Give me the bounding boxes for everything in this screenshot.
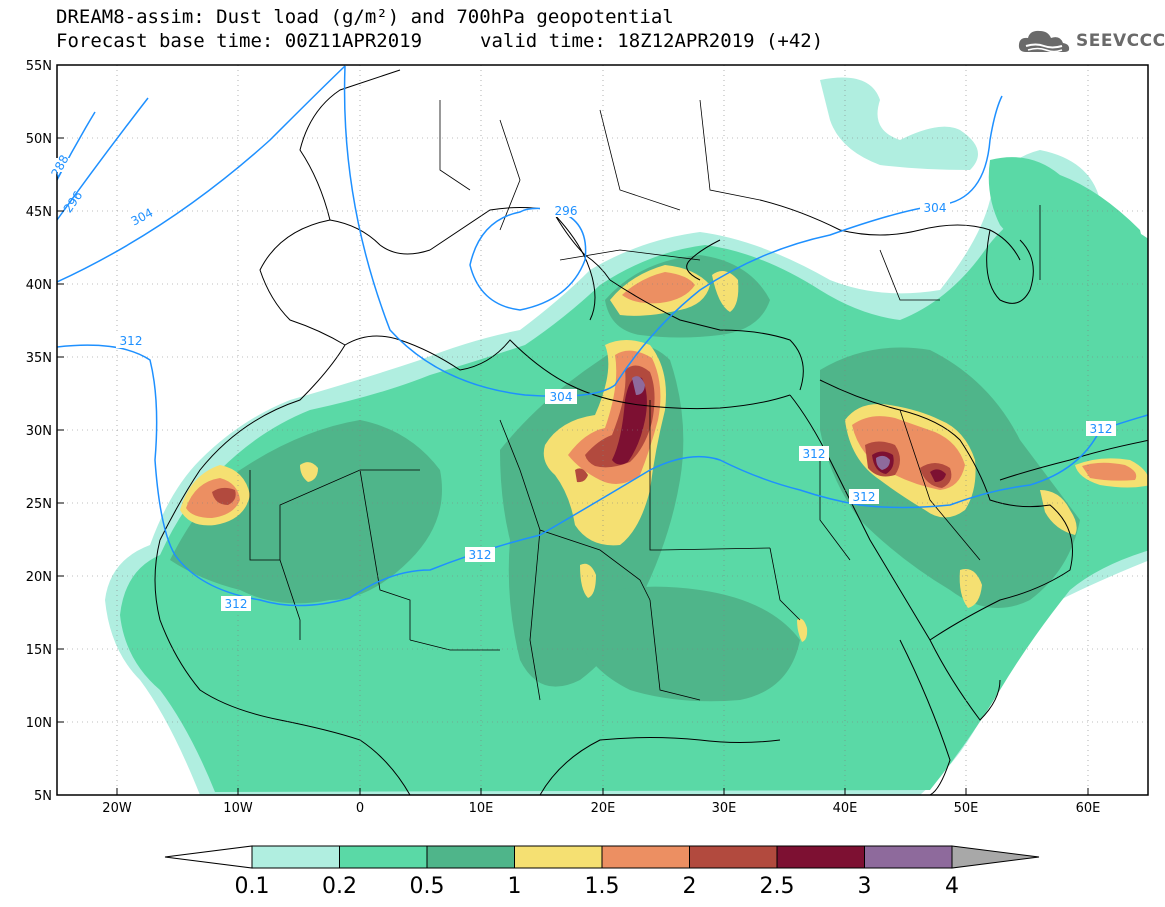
- colorbar-box: [251, 845, 340, 869]
- seevccc-logo: SEEVCCC: [1016, 26, 1165, 56]
- longitude-labels: 20W 10W 0 10E 20E 30E 40E 50E 60E: [102, 801, 1100, 816]
- colorbar-label: 4: [945, 874, 959, 899]
- dust-level-0.5-sahel: [580, 586, 800, 702]
- dust-level-1-small-1: [300, 462, 318, 482]
- colorbar-labels: 0.1 0.2 0.5 1 1.5 2 2.5 3 4: [235, 874, 960, 899]
- lon-label: 10E: [469, 801, 494, 816]
- graticule: [57, 65, 1148, 795]
- colorbar-box: [514, 845, 603, 869]
- dust-field: [105, 77, 1148, 795]
- forecast-base-time: Forecast base time: 00Z11APR2019: [56, 30, 423, 52]
- dust-level-1-yemen: [959, 569, 982, 608]
- lon-label: 40E: [833, 801, 858, 816]
- lat-label: 35N: [26, 351, 52, 366]
- axis-ticks: [57, 137, 1089, 795]
- contour-312-north: [57, 344, 1148, 607]
- dust-level-0.5-west: [170, 420, 442, 604]
- lon-label: 20E: [591, 801, 616, 816]
- dust-level-2-morocco: [212, 487, 236, 505]
- lon-label: 50E: [954, 801, 979, 816]
- lat-label: 20N: [26, 570, 52, 585]
- dust-level-1-greece-east: [712, 271, 739, 312]
- map-title: DREAM8-assim: Dust load (g/m²) and 700hP…: [56, 6, 674, 28]
- colorbar-label: 0.5: [410, 874, 445, 899]
- latitude-labels: 55N 50N 45N 40N 35N 30N 25N 20N 15N 10N …: [26, 59, 52, 804]
- colorbar-label: 1.5: [585, 874, 620, 899]
- contour-label: 312: [469, 548, 492, 562]
- contour-label: 296: [555, 204, 578, 218]
- lat-label: 5N: [34, 789, 52, 804]
- contour-288: [57, 111, 96, 181]
- lat-label: 25N: [26, 497, 52, 512]
- colorbar-label: 0.2: [322, 874, 357, 899]
- colorbar-over-triangle: [951, 845, 1040, 869]
- contour-label: 312: [120, 334, 143, 348]
- lon-label: 30E: [712, 801, 737, 816]
- lat-label: 45N: [26, 205, 52, 220]
- contour-label: 304: [924, 201, 947, 215]
- dust-level-0.2-caspian: [988, 157, 1148, 270]
- dust-level-2.5-kuwait: [930, 469, 946, 482]
- colorbar-box: [426, 845, 515, 869]
- lon-label: 20W: [102, 801, 132, 816]
- colorbar: 0.1 0.2 0.5 1 1.5 2 2.5 3 4: [164, 845, 1040, 899]
- colorbar-box: [864, 845, 953, 869]
- lon-label: 0: [356, 801, 364, 816]
- colorbar-box: [776, 845, 865, 869]
- contour-label: 312: [803, 447, 826, 461]
- cloud-logo-icon: [1018, 30, 1070, 53]
- colorbar-box: [689, 845, 778, 869]
- contour-304-west: [57, 65, 346, 283]
- country-borders: [249, 99, 1041, 701]
- contour-labels: 288 296 304 296 312 304 312 312 312 312 …: [48, 153, 1116, 611]
- colorbar-box: [601, 845, 690, 869]
- lat-label: 30N: [26, 424, 52, 439]
- dust-level-0.1-north: [820, 77, 978, 170]
- colorbar-label: 0.1: [235, 874, 270, 899]
- contour-296: [57, 97, 149, 221]
- colorbar-label: 2.5: [760, 874, 795, 899]
- valid-time: valid time: 18Z12APR2019 (+42): [480, 30, 824, 52]
- dust-level-1-chad: [580, 563, 596, 598]
- contour-label: 312: [853, 490, 876, 504]
- lon-label: 60E: [1076, 801, 1101, 816]
- lat-label: 10N: [26, 716, 52, 731]
- lat-label: 50N: [26, 132, 52, 147]
- dust-level-1.5-gulf: [1082, 462, 1137, 481]
- lon-label: 10W: [223, 801, 253, 816]
- dust-level-3-libya: [632, 376, 645, 395]
- colorbar-label: 1: [508, 874, 522, 899]
- contour-label: 312: [225, 597, 248, 611]
- colorbar-under-triangle: [164, 845, 253, 869]
- lat-label: 15N: [26, 643, 52, 658]
- colorbar-boxes: [251, 845, 953, 869]
- dust-level-1-small-2: [797, 618, 808, 642]
- geopotential-contours: [57, 65, 1148, 607]
- colorbar-label: 3: [858, 874, 872, 899]
- dust-level-2-small: [575, 468, 588, 483]
- dust-level-3-arabia: [876, 455, 890, 470]
- contour-304-main: [343, 65, 1003, 397]
- contour-label: 304: [550, 390, 573, 404]
- dust-level-1.5-greece: [622, 272, 695, 304]
- lat-label: 55N: [26, 59, 52, 74]
- colorbar-box: [339, 845, 428, 869]
- lat-label: 40N: [26, 278, 52, 293]
- contour-label: 312: [1090, 422, 1113, 436]
- colorbar-label: 2: [683, 874, 697, 899]
- logo-text: SEEVCCC: [1076, 31, 1165, 51]
- dust-level-2.5-libya: [612, 376, 647, 465]
